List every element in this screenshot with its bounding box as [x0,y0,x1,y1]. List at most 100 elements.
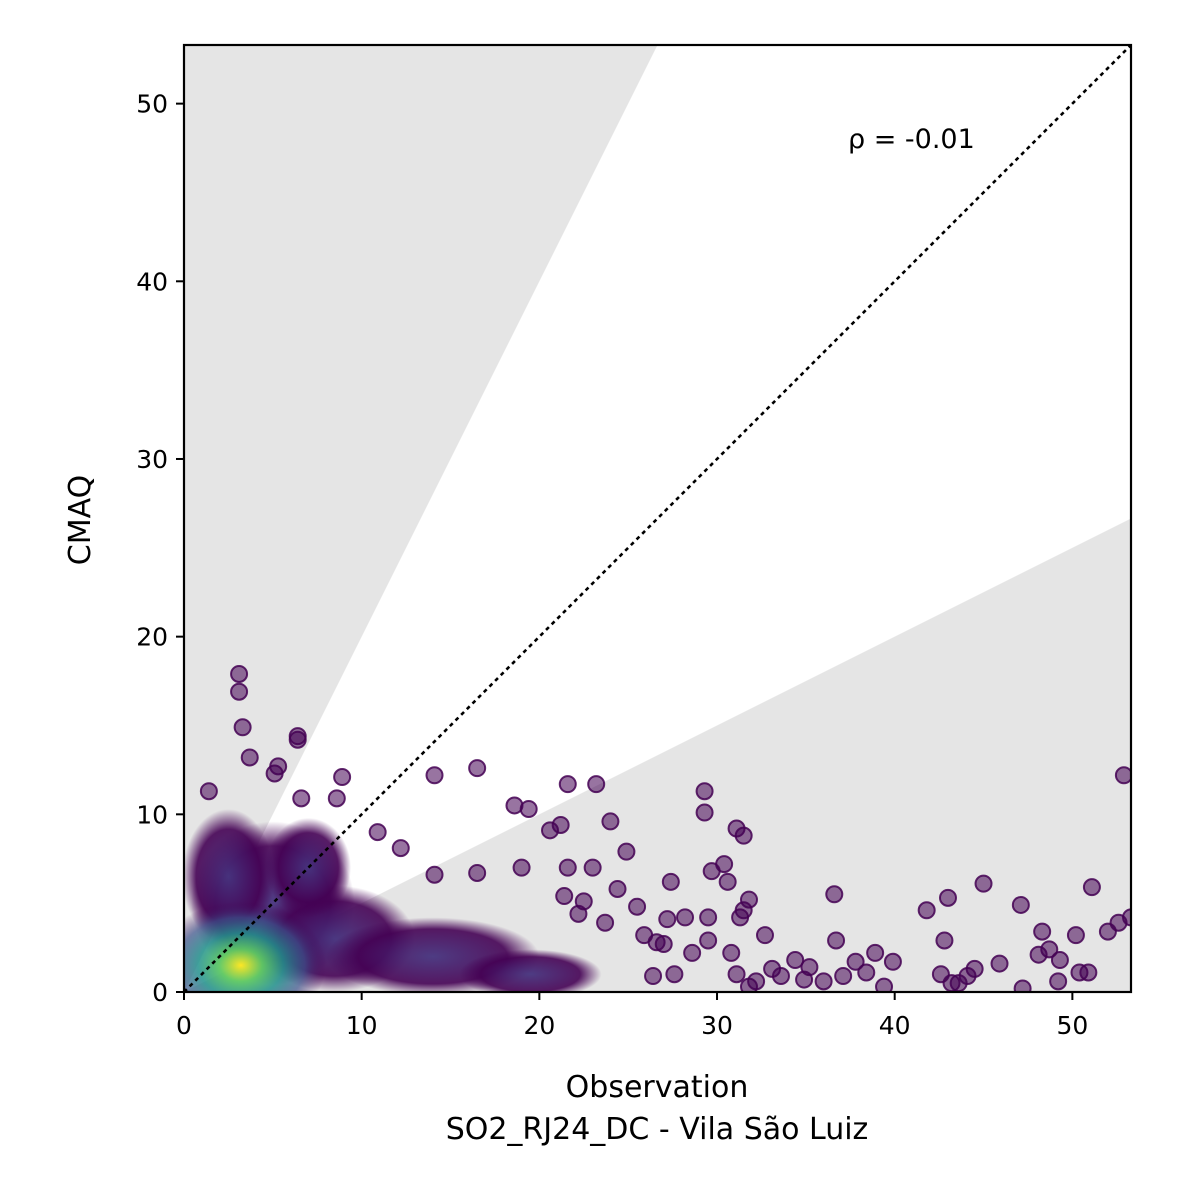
scatter-point [846,952,865,971]
scatter-point [230,664,249,683]
plot-area [184,45,1131,992]
scatter-point [558,775,577,794]
scatter-points [199,664,1131,992]
scatter-point [734,826,753,845]
scatter-point [857,963,876,982]
scatter-point [827,931,846,950]
scatter-point [702,862,721,881]
scatter-point [644,967,663,986]
scatter-point [665,965,684,984]
x-tick-label: 40 [879,1011,911,1040]
scatter-point [1114,766,1131,785]
scatter-point [786,951,805,970]
scatter-point [628,897,647,916]
scatter-point [755,926,774,945]
scatter-point [233,718,252,737]
y-tick-label: 40 [136,267,168,296]
y-axis-ticks: 0 10 20 30 40 50 [136,90,184,1007]
scatter-point [695,803,714,822]
scatter-point [935,931,954,950]
scatter-point [699,908,718,927]
x-tick-label: 10 [346,1011,378,1040]
y-axis-label: CMAQ [63,475,98,565]
correlation-annotation: ρ = -0.01 [848,124,975,155]
scatter-point [368,823,387,842]
scatter-point [292,789,311,808]
plot-frame [182,43,1133,994]
scatter-point [468,759,487,778]
scatter-point [608,879,627,898]
x-tick-label: 30 [701,1011,733,1040]
scatter-point [676,908,695,927]
scatter-point [658,910,677,929]
scatter-point [391,839,410,858]
scatter-point [596,913,615,932]
scatter-point [617,842,636,861]
scatter-point [1029,945,1048,964]
scatter-point [583,858,602,877]
y-tick-label: 30 [136,445,168,474]
scatter-point [265,764,284,783]
x-tick-label: 50 [1056,1011,1088,1040]
scatter-point [558,858,577,877]
scatter-point [654,935,673,954]
scatter-point [718,872,737,891]
scatter-point [555,887,574,906]
scatter-point [468,863,487,882]
scatter-point [875,977,894,992]
scatter-point [727,965,746,984]
scatter-point [327,789,346,808]
density-halo [265,817,352,918]
density-core [184,901,327,992]
x-tick-label: 0 [176,1011,192,1040]
scatter-point [1082,878,1101,897]
scatter-point [601,812,620,831]
y-tick-label: 20 [136,623,168,652]
scatter-point [425,766,444,785]
scatter-point [587,775,606,794]
scatter-point [199,782,218,801]
scatter-point [425,865,444,884]
scatter-point [519,799,538,818]
scatter-point [866,943,885,962]
scatter-point [333,768,352,787]
y-tick-label: 0 [152,978,168,1007]
scatter-point [1049,972,1068,991]
scatter-point [834,967,853,986]
scatter-point [1109,913,1128,932]
scatter-point [722,943,741,962]
scatter-point [800,958,819,977]
x-axis-label: Observation [566,1070,749,1105]
x-tick-label: 20 [523,1011,555,1040]
scatter-point [240,748,259,767]
scatter-point [917,901,936,920]
scatter-point [230,682,249,701]
scatter-point [512,858,531,877]
x-axis-ticks: 0 10 20 30 40 50 [176,992,1088,1040]
scatter-point [569,904,588,923]
scatter-point [974,874,993,893]
scatter-point [661,872,680,891]
density-halo [459,949,602,992]
scatter-point [731,908,750,927]
scatter-point [740,977,758,992]
scatter-point [763,959,782,978]
y-tick-label: 10 [136,800,168,829]
scatter-point [883,952,902,971]
scatter-point [1033,922,1052,941]
scatter-point [1011,895,1030,914]
x-axis-sublabel: SO2_RJ24_DC - Vila São Luiz [446,1112,869,1147]
scatter-point [825,885,844,904]
scatter-point [814,972,833,991]
scatter-point [1079,963,1098,982]
scatter-point [1066,926,1085,945]
scatter-point [541,821,560,840]
shaded-region-below-factor-two [184,518,1131,992]
shaded-region-above-factor-two [184,45,658,992]
y-tick-label: 50 [136,90,168,119]
scatter-point [683,943,702,962]
scatter-point [942,974,961,992]
point-density-cloud [184,809,602,992]
scatter-point [990,954,1009,973]
